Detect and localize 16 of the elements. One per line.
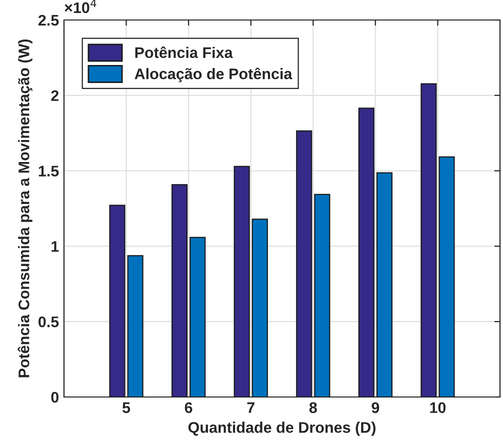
x-tick-label: 6 <box>184 402 192 414</box>
x-tick-label: 7 <box>247 402 254 413</box>
x-tick-label: 10 <box>430 402 446 414</box>
y-tick-label: 2.5 <box>38 14 59 26</box>
y-tick-label: 1.5 <box>38 166 59 176</box>
x-tick-label: 8 <box>309 402 317 414</box>
y-tick-label: 0.5 <box>38 316 59 328</box>
y-tick-label: 1 <box>52 241 59 252</box>
y-tick-label: 2 <box>51 90 59 101</box>
x-tick-label: 5 <box>122 402 130 414</box>
y-axis-title: Potência Consumida para a Movimentação (W) <box>18 39 32 378</box>
x-axis-title: Quantidade de Drones (D) <box>188 422 376 436</box>
y-tick-label: 0 <box>51 392 59 403</box>
x-tick-label: 9 <box>372 402 380 414</box>
legend-label: Alocação de Potência <box>134 68 292 82</box>
legend-label: Potência Fixa <box>135 46 233 58</box>
